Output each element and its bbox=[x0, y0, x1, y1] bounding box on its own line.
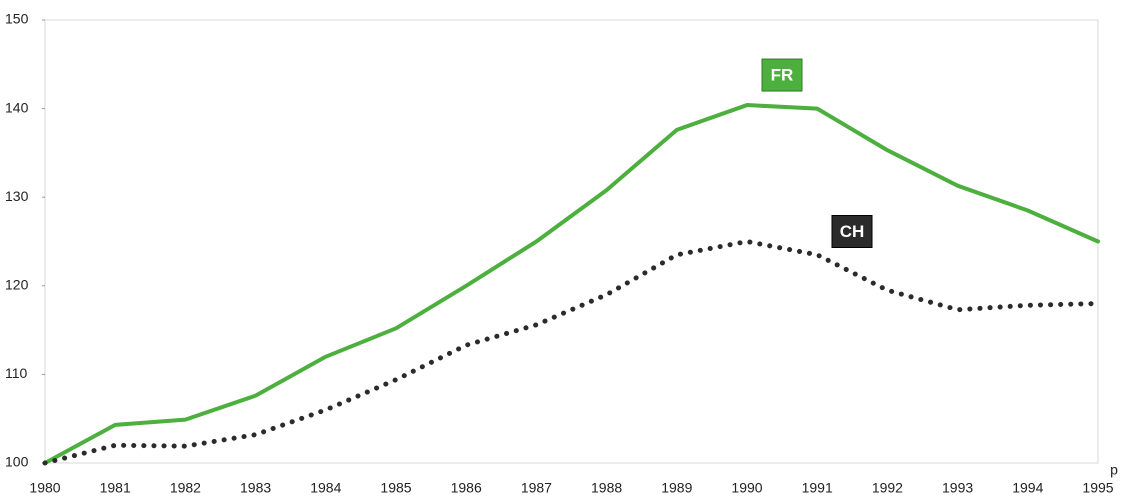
x-tick-label: 1990 bbox=[731, 480, 762, 496]
annotation: p bbox=[1110, 462, 1118, 478]
x-tick-label: 1982 bbox=[170, 480, 201, 496]
x-tick-label: 1988 bbox=[591, 480, 622, 496]
series-line bbox=[43, 103, 1100, 465]
x-tick-label: 1995 bbox=[1082, 480, 1113, 496]
x-tick-label: 1991 bbox=[802, 480, 833, 496]
legend-label: FR bbox=[771, 66, 794, 85]
y-tick-label: 140 bbox=[5, 99, 29, 115]
x-tick-label: 1986 bbox=[451, 480, 482, 496]
x-tick-label: 1987 bbox=[521, 480, 552, 496]
x-tick-label: 1985 bbox=[380, 480, 411, 496]
series-line bbox=[42, 239, 1101, 466]
x-tick-label: 1994 bbox=[1012, 480, 1043, 496]
x-tick-label: 1981 bbox=[100, 480, 131, 496]
y-tick-label: 110 bbox=[5, 365, 28, 381]
x-tick-label: 1989 bbox=[661, 480, 692, 496]
x-tick-label: 1983 bbox=[240, 480, 271, 496]
legend-label: CH bbox=[840, 222, 865, 241]
y-tick-label: 100 bbox=[5, 454, 29, 470]
y-tick-label: 150 bbox=[5, 11, 29, 27]
legend-tag bbox=[761, 58, 803, 92]
x-tick-label: 1993 bbox=[942, 480, 973, 496]
x-tick-label: 1980 bbox=[29, 480, 60, 496]
legend-tag bbox=[831, 215, 873, 248]
x-tick-label: 1992 bbox=[872, 480, 903, 496]
x-tick-label: 1984 bbox=[310, 480, 341, 496]
y-tick-label: 130 bbox=[5, 188, 29, 204]
y-tick-label: 120 bbox=[5, 277, 29, 293]
plot-frame bbox=[44, 19, 1099, 464]
